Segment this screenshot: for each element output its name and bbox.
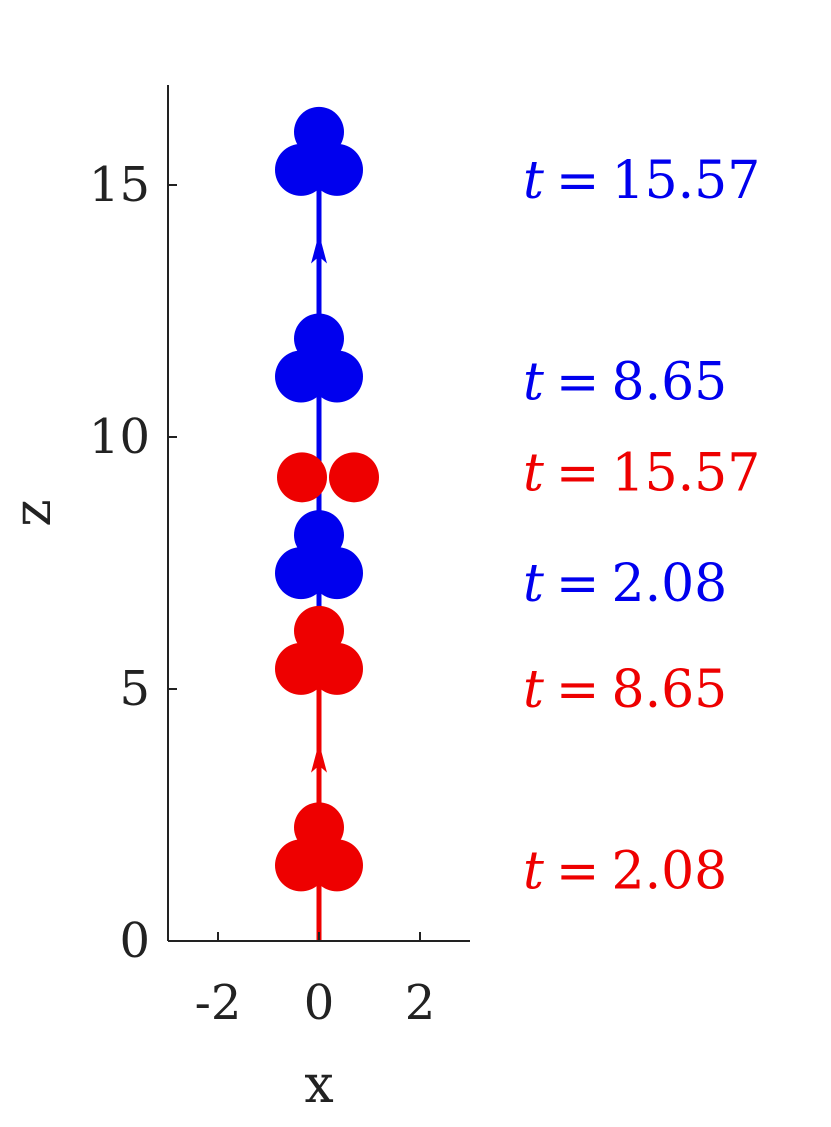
x-tick-label: -2 <box>195 975 242 1031</box>
sphere <box>275 350 327 403</box>
sphere <box>275 143 327 196</box>
time-equals: = <box>556 660 600 720</box>
sphere <box>294 510 344 561</box>
time-value: 15.57 <box>611 151 760 211</box>
time-value: 2.08 <box>611 554 727 614</box>
time-symbol: t <box>523 554 544 614</box>
time-annotation: t = 2.08 <box>523 841 727 901</box>
sphere <box>311 143 363 196</box>
y-tick-label: 0 <box>119 913 150 969</box>
sphere <box>311 547 363 600</box>
x-axis-label: x <box>304 1055 333 1115</box>
swimmer-snapshot <box>277 452 379 503</box>
swimmer-snapshot <box>275 313 363 403</box>
time-annotation: t = 8.65 <box>523 660 727 720</box>
sphere <box>277 452 327 503</box>
sphere <box>294 605 344 656</box>
y-tick-label: 5 <box>119 661 150 717</box>
time-symbol: t <box>523 151 544 211</box>
time-annotation: t = 15.57 <box>523 443 760 503</box>
y-axis-label: z <box>3 499 63 526</box>
direction-arrow <box>311 233 327 264</box>
axes: 0 5 10 15 -2 0 2 x z <box>3 85 470 1115</box>
time-annotation: t = 2.08 <box>523 554 727 614</box>
sphere <box>275 547 327 600</box>
time-symbol: t <box>523 443 544 503</box>
sphere <box>294 106 344 157</box>
time-equals: = <box>556 443 600 503</box>
sphere <box>294 802 344 853</box>
sphere <box>329 452 379 503</box>
time-equals: = <box>556 841 600 901</box>
sphere <box>275 839 327 892</box>
time-value: 8.65 <box>611 353 727 413</box>
swimmer-snapshot <box>275 106 363 196</box>
time-symbol: t <box>523 353 544 413</box>
plot-area <box>275 106 379 941</box>
time-value: 8.65 <box>611 660 727 720</box>
x-tick-label: 2 <box>405 975 436 1031</box>
time-equals: = <box>556 151 600 211</box>
sphere <box>311 350 363 403</box>
sphere <box>311 642 363 695</box>
time-symbol: t <box>523 841 544 901</box>
time-equals: = <box>556 353 600 413</box>
time-value: 15.57 <box>611 443 760 503</box>
annotations: t = 15.57t = 8.65t = 15.57t = 2.08t = 8.65t = 2.08 <box>523 151 760 901</box>
time-equals: = <box>556 554 600 614</box>
sphere <box>294 313 344 364</box>
y-tick-label: 15 <box>89 157 150 213</box>
direction-arrow <box>311 742 327 773</box>
swimmer-snapshot <box>275 510 363 600</box>
swimmer-snapshot <box>275 605 363 695</box>
time-symbol: t <box>523 660 544 720</box>
time-annotation: t = 15.57 <box>523 151 760 211</box>
time-annotation: t = 8.65 <box>523 353 727 413</box>
sphere <box>275 642 327 695</box>
sphere <box>311 839 363 892</box>
y-tick-label: 10 <box>89 409 150 465</box>
x-tick-label: 0 <box>304 975 335 1031</box>
time-value: 2.08 <box>611 841 727 901</box>
swimmer-snapshot <box>275 802 363 892</box>
